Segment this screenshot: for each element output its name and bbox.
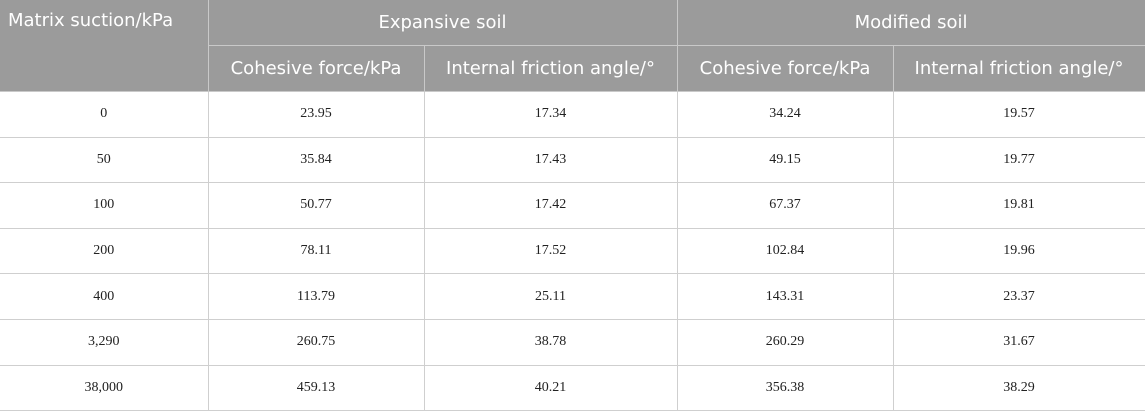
table-cell: 50.77 [207,182,425,229]
table-cell: 19.57 [892,91,1145,138]
table-cell: 19.96 [892,227,1145,275]
table-cell: 23.95 [207,91,425,138]
table-row: 38,000 459.13 40.21 356.38 38.29 [0,364,1145,411]
table-cell: 23.37 [892,273,1145,320]
table-head: Matrix suction/kPa Expansive soil Modifi… [0,0,1145,92]
table-cell: 34.24 [676,91,894,138]
table-row: 400 113.79 25.11 143.31 23.37 [0,273,1145,320]
table-cell: 200 [0,227,209,275]
table-row: 0 23.95 17.34 34.24 19.57 [0,91,1145,138]
table-cell: 260.29 [676,318,894,366]
table-cell: 19.77 [892,136,1145,184]
table-cell: 49.15 [676,136,894,184]
header-cell: Internal friction angle/° [423,45,678,92]
header-cell: Cohesive force/kPa [208,45,425,92]
table-cell: 19.81 [892,182,1145,229]
table-cell: 25.11 [423,273,678,320]
table-cell: 356.38 [676,364,894,411]
table-cell: 67.37 [676,182,894,229]
header-cell: Cohesive force/kPa [676,45,894,92]
table-cell: 459.13 [207,364,425,411]
table-cell: 100 [0,182,209,229]
table-cell: 50 [0,136,209,184]
table-body: 0 23.95 17.34 34.24 19.57 50 35.84 17.43 49.15 19… [0,91,1145,411]
table-cell: 78.11 [207,227,425,275]
table-cell: 143.31 [676,273,894,320]
header-row: Matrix suction/kPa Expansive soil Modifi… [0,0,1145,92]
table-cell: 17.43 [423,136,678,184]
table-cell: 17.42 [423,182,678,229]
table-cell: 38,000 [0,364,209,411]
table-cell: 3,290 [0,318,209,366]
group-header: Modified soil [676,0,1145,46]
table-cell: 38.78 [423,318,678,366]
table-row: 200 78.11 17.52 102.84 19.96 [0,227,1145,275]
table-cell: 40.21 [423,364,678,411]
table-row: 3,290 260.75 38.78 260.29 31.67 [0,318,1145,366]
table-cell: 35.84 [207,136,425,184]
table-cell: 260.75 [207,318,425,366]
table-cell: 102.84 [676,227,894,275]
header-row: Cohesive force/kPa Internal friction ang… [0,45,1145,92]
table-cell: 400 [0,273,209,320]
group-header: Expansive soil [207,0,678,46]
table-cell: 17.34 [423,91,678,138]
header-cell: Internal friction angle/° [892,45,1145,92]
header-cell: Matrix suction/kPa [0,0,209,92]
table-cell: 113.79 [207,273,425,320]
table-row: 100 50.77 17.42 67.37 19.81 [0,182,1145,229]
table-cell: 0 [0,91,209,138]
table-row: 50 35.84 17.43 49.15 19.77 [0,136,1145,184]
table-cell: 31.67 [892,318,1145,366]
table-cell: 38.29 [892,364,1145,411]
table-cell: 17.52 [423,227,678,275]
